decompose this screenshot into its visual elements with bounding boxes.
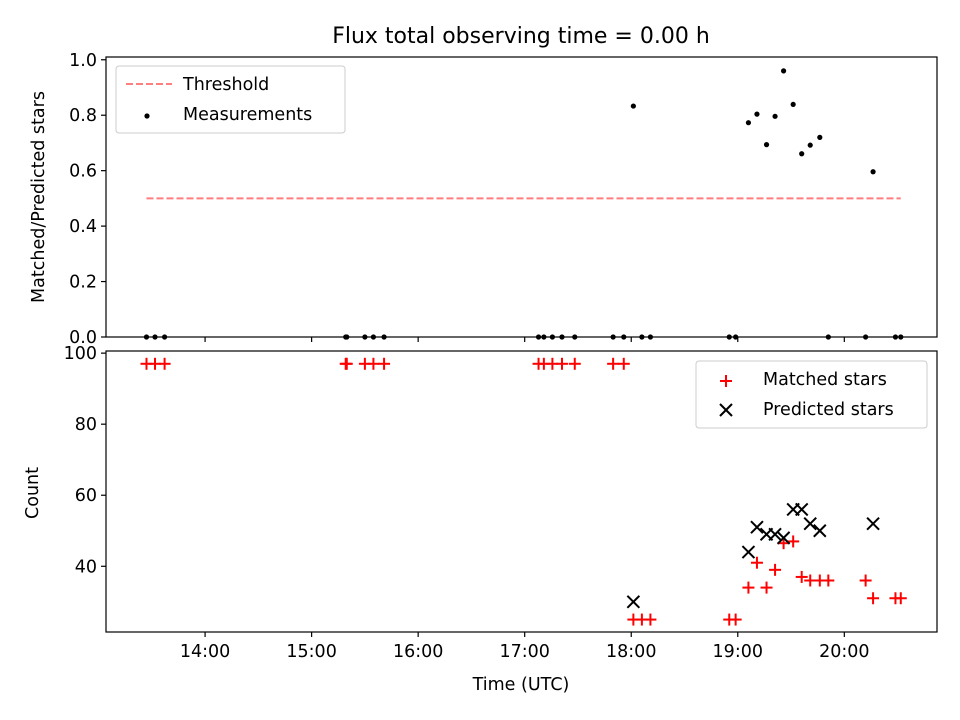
bottom-x-tick-label: 20:00 (819, 642, 869, 662)
matched-star-point (760, 581, 773, 594)
legend-predicted-label: Predicted stars (763, 400, 894, 420)
matched-star-point (867, 592, 880, 605)
predicted-star-point (768, 527, 782, 542)
legend-matched-swatch (720, 375, 732, 387)
top-y-ticks: 0.0 0.2 0.4 0.6 0.8 1.0 (69, 51, 106, 348)
bottom-x-axis-label: Time (UTC) (472, 675, 570, 695)
matched-star-point (568, 357, 581, 370)
measurement-point (630, 103, 636, 109)
measurement-point (780, 68, 787, 74)
measurement-point (870, 169, 876, 175)
bottom-y-tick-label: 100 (64, 344, 97, 364)
matched-star-point (894, 592, 907, 605)
top-y-axis-label: Matched/Predicted stars (29, 91, 49, 303)
bottom-legend: Matched stars Predicted stars (695, 360, 928, 429)
top-legend: Threshold Measurements (115, 65, 346, 134)
bottom-x-tick-label: 18:00 (606, 642, 656, 662)
top-plot-frame (105, 56, 938, 338)
matched-star-point (158, 357, 171, 370)
predicted-star-point (866, 516, 880, 531)
matched-star-point (822, 574, 835, 587)
bottom-legend-box (695, 360, 928, 429)
bottom-y-tick-label: 60 (75, 486, 97, 506)
matched-star-point (729, 613, 742, 626)
bottom-x-tick-label: 19:00 (713, 642, 763, 662)
matched-star-point (742, 581, 755, 594)
matched-star-point (859, 574, 872, 587)
measurement-point (763, 142, 770, 148)
bottom-x-ticks: 14:00 15:00 16:00 17:00 18:00 19:00 20:00 (180, 632, 870, 662)
predicted-star-point (776, 531, 791, 545)
bottom-series (140, 357, 907, 626)
predicted-star-point (813, 524, 827, 538)
bottom-plot-frame (105, 350, 938, 633)
bottom-x-tick-label: 15:00 (286, 642, 336, 662)
legend-measurements-label: Measurements (183, 105, 312, 125)
top-x-ticks (204, 337, 845, 342)
top-y-tick-label: 0.6 (69, 162, 97, 182)
matched-star-point (750, 556, 763, 569)
bottom-x-tick-label: 16:00 (393, 642, 443, 662)
bottom-y-tick-label: 40 (75, 557, 97, 577)
matched-star-point (607, 357, 620, 370)
bottom-x-tick-label: 17:00 (499, 642, 549, 662)
measurement-point (807, 142, 813, 148)
matched-star-point (340, 357, 353, 370)
predicted-star-point (626, 595, 641, 609)
measurement-point (772, 113, 778, 119)
matched-star-point (787, 535, 800, 548)
top-panel: Matched/Predicted stars 0.0 0.2 0.4 0.6 0.8 1… (29, 51, 938, 348)
matched-star-point (555, 357, 568, 370)
legend-threshold-label: Threshold (182, 75, 269, 95)
legend-matched-label: Matched stars (763, 370, 887, 390)
bottom-x-tick-label: 14:00 (180, 642, 230, 662)
chart-title: Flux total observing time = 0.00 h (332, 24, 710, 49)
top-y-tick-label: 0.8 (69, 106, 97, 126)
measurement-point (799, 151, 805, 157)
bottom-y-ticks: 40 60 80 100 (64, 344, 106, 577)
top-y-tick-label: 1.0 (69, 51, 97, 71)
bottom-panel: Count Time (UTC) 40 60 80 100 14:00 15:00 16:… (23, 344, 938, 695)
matched-star-point (617, 357, 630, 370)
legend-measurements-swatch (144, 113, 150, 119)
top-y-tick-label: 0.2 (69, 273, 97, 293)
matched-star-point (644, 613, 657, 626)
top-y-tick-label: 0.0 (69, 328, 97, 348)
bottom-y-tick-label: 80 (75, 415, 97, 435)
top-legend-box (115, 65, 346, 134)
measurement-point (754, 111, 760, 117)
matched-star-point (795, 570, 808, 583)
legend-predicted-swatch (719, 403, 733, 417)
matched-star-point (769, 563, 782, 576)
predicted-star-point (741, 545, 756, 559)
matched-star-point (378, 357, 391, 370)
measurement-point (817, 134, 823, 140)
predicted-star-point (794, 502, 809, 517)
measurement-point (745, 120, 752, 126)
predicted-star-point (750, 520, 764, 534)
bottom-y-axis-label: Count (23, 467, 43, 519)
measurement-point (790, 101, 796, 108)
matched-star-point (367, 357, 380, 370)
predicted-star-point (803, 516, 817, 531)
top-y-tick-label: 0.4 (69, 217, 97, 237)
